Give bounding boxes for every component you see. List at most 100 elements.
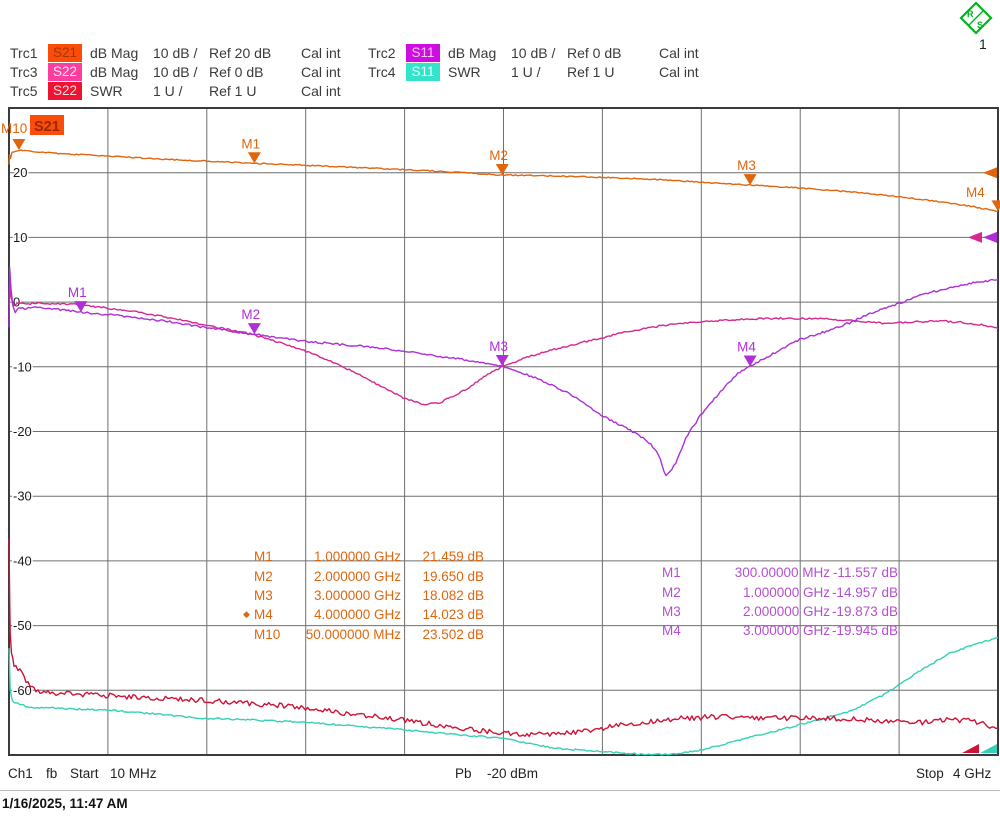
- svg-text:M2: M2: [241, 307, 260, 322]
- trace-label: Trc4: [368, 63, 396, 80]
- marker-freq: 300.00000 MHz: [734, 565, 830, 581]
- trace-def-trc3: Trc3 S22 dB Mag 10 dB / Ref 0 dB Cal int: [10, 62, 341, 81]
- trace-1: [8, 538, 999, 737]
- marker-row: M1 1.000000 GHz 21.459 dB: [243, 547, 484, 566]
- marker-name: M2: [662, 584, 681, 600]
- svg-text:S21: S21: [34, 119, 60, 135]
- trace-label: Trc3: [10, 63, 38, 80]
- marker-value: 14.023 dB: [422, 607, 484, 623]
- svg-text:-40: -40: [13, 553, 32, 568]
- s21-marker-table: M1 1.000000 GHz 21.459 dB M2 2.000000 GH…: [243, 547, 484, 644]
- trace-ref: Ref 0 dB: [567, 44, 622, 61]
- svg-text:M1: M1: [241, 136, 260, 151]
- svg-text:S: S: [977, 20, 983, 30]
- trace-def-trc1: Trc1 S21 dB Mag 10 dB / Ref 20 dB Cal in…: [10, 43, 341, 62]
- trace-def-trc4: Trc4 S11 SWR 1 U / Ref 1 U Cal int: [368, 62, 699, 81]
- marker-row: M1 300.00000 MHz -11.557 dB: [662, 563, 898, 582]
- trace-scale: 10 dB /: [153, 44, 198, 61]
- marker-value: -19.945 dB: [831, 623, 898, 639]
- marker-row: M2 1.000000 GHz -14.957 dB: [662, 582, 898, 601]
- svg-text:M3: M3: [489, 339, 508, 354]
- marker-name: M1: [662, 565, 681, 581]
- power-value: -20 dBm: [487, 766, 539, 781]
- marker-freq: 50.000000 MHz: [305, 626, 401, 642]
- trace-cal: Cal int: [659, 63, 699, 80]
- marker-freq: 4.000000 GHz: [313, 607, 401, 623]
- trace-scale: 10 dB /: [153, 63, 198, 80]
- svg-text:-60: -60: [13, 683, 32, 698]
- svg-text:M3: M3: [737, 158, 756, 173]
- marker-name: M4: [254, 607, 273, 623]
- svg-text:0: 0: [13, 295, 20, 310]
- trace-scale: 1 U /: [511, 63, 541, 80]
- svg-text:-50: -50: [13, 618, 32, 633]
- trace-0: [8, 637, 999, 756]
- marker-freq: 2.000000 GHz: [313, 568, 401, 584]
- marker-value: 21.459 dB: [422, 549, 484, 565]
- svg-text:-20: -20: [13, 424, 32, 439]
- trace-sparam-badge: S22: [48, 62, 82, 81]
- trace-2: [8, 284, 999, 406]
- svg-text:R: R: [967, 9, 974, 19]
- svg-text:M1: M1: [68, 285, 87, 300]
- marker-row: M4 3.000000 GHz -19.945 dB: [662, 621, 898, 640]
- marker-name: M10: [254, 626, 281, 642]
- trace-sparam-badge: S11: [406, 62, 440, 81]
- trace-def-trc2: Trc2 S11 dB Mag 10 dB / Ref 0 dB Cal int: [368, 43, 699, 62]
- trace-ref: Ref 20 dB: [209, 44, 272, 61]
- trace-format: SWR: [448, 63, 481, 80]
- trace-ref: Ref 1 U: [567, 63, 615, 80]
- channel-number: 1: [979, 36, 987, 52]
- svg-text:-30: -30: [13, 489, 32, 504]
- trace-ref: Ref 1 U: [209, 82, 257, 99]
- marker-row: ◆ M4 4.000000 GHz 14.023 dB: [243, 605, 484, 624]
- stop-value: 4 GHz: [953, 766, 992, 781]
- trace-3: [8, 266, 999, 477]
- marker-name: M3: [254, 587, 273, 603]
- marker-freq: 1.000000 GHz: [313, 549, 401, 565]
- trace-sparam-badge: S11: [406, 43, 440, 62]
- marker-value: -14.957 dB: [831, 584, 898, 600]
- channel-label: Ch1: [8, 766, 33, 781]
- marker-value: 19.650 dB: [422, 568, 484, 584]
- marker-value: -19.873 dB: [831, 603, 898, 619]
- marker-freq: 2.000000 GHz: [742, 603, 830, 619]
- trace-format: dB Mag: [448, 44, 497, 61]
- trace-cal: Cal int: [301, 63, 341, 80]
- marker-value: 23.502 dB: [422, 626, 484, 642]
- svg-text:M10: M10: [1, 121, 27, 136]
- power-label: Pb: [455, 766, 472, 781]
- start-value: 10 MHz: [110, 766, 157, 781]
- trace-cal: Cal int: [659, 44, 699, 61]
- marker-value: 18.082 dB: [422, 587, 484, 603]
- trace-cal: Cal int: [301, 82, 341, 99]
- rs-logo-icon: R S: [959, 1, 993, 35]
- svg-text:20: 20: [13, 165, 27, 180]
- marker-name: M1: [254, 549, 273, 565]
- start-label: Start: [70, 766, 99, 781]
- s11-marker-table: M1 300.00000 MHz -11.557 dB M2 1.000000 …: [662, 563, 898, 641]
- marker-name: M3: [662, 603, 681, 619]
- trace-label: Trc2: [368, 44, 396, 61]
- svg-text:M2: M2: [489, 148, 508, 163]
- svg-text:M4: M4: [737, 339, 756, 354]
- marker-freq: 1.000000 GHz: [742, 584, 830, 600]
- svg-text:M4: M4: [966, 185, 985, 200]
- sweep-mode: fb: [46, 766, 58, 781]
- marker-value: -11.557 dB: [832, 565, 898, 581]
- marker-name: M4: [662, 623, 681, 639]
- trace-format: SWR: [90, 82, 123, 99]
- marker-row: M2 2.000000 GHz 19.650 dB: [243, 566, 484, 585]
- datetime: 1/16/2025, 11:47 AM: [2, 796, 128, 811]
- trace-scale: 1 U /: [153, 82, 183, 99]
- trace-ref: Ref 0 dB: [209, 63, 264, 80]
- trace-sparam-badge: S22: [48, 81, 82, 100]
- trace-format: dB Mag: [90, 63, 139, 80]
- stop-label: Stop: [916, 766, 944, 781]
- marker-freq: 3.000000 GHz: [742, 623, 830, 639]
- trace-label: Trc1: [10, 44, 38, 61]
- statusbar-divider: [0, 790, 1000, 791]
- svg-text:10: 10: [13, 230, 27, 245]
